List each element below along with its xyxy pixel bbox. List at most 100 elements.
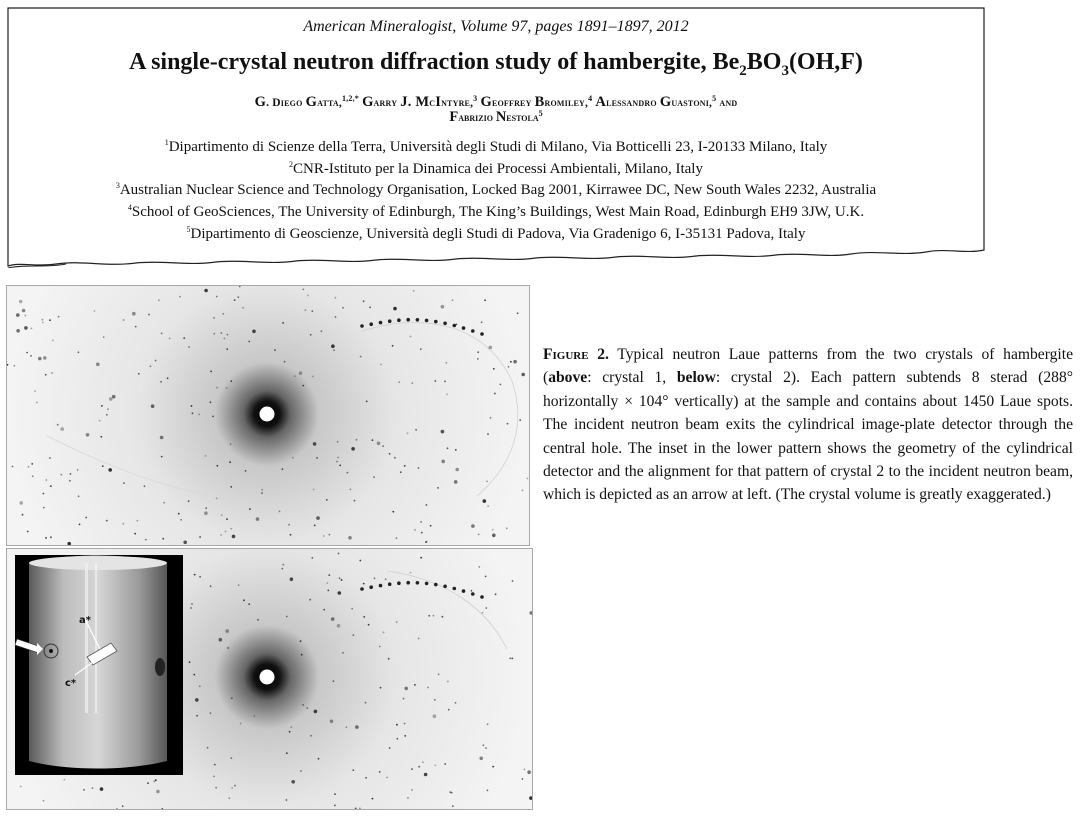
laue-spot xyxy=(365,776,367,779)
laue-spot xyxy=(204,511,208,515)
laue-spot xyxy=(415,428,417,431)
laue-spot xyxy=(334,793,336,795)
laue-spot xyxy=(282,322,284,324)
laue-spot xyxy=(249,508,251,510)
laue-spot xyxy=(309,598,312,601)
laue-spot xyxy=(440,304,445,309)
laue-spot xyxy=(302,384,305,387)
laue-spot xyxy=(229,461,232,464)
laue-spot xyxy=(195,698,199,702)
laue-spot xyxy=(355,725,359,729)
laue-spot xyxy=(373,577,376,580)
laue-spot xyxy=(63,778,66,781)
laue-spot xyxy=(220,534,223,536)
laue-spot xyxy=(121,805,124,808)
laue-spot xyxy=(215,295,218,298)
laue-spot xyxy=(226,333,229,336)
laue-spot xyxy=(406,317,411,322)
laue-spot xyxy=(480,321,483,324)
laue-spot xyxy=(24,326,28,330)
laue-spot xyxy=(45,479,48,481)
laue-spot xyxy=(396,737,399,740)
laue-spot xyxy=(226,518,228,520)
laue-spot xyxy=(352,769,355,771)
figure-label: Figure 2. xyxy=(543,346,609,363)
laue-spot xyxy=(154,359,157,362)
laue-spot xyxy=(454,449,457,451)
author-list: G. Diego Gatta,1,2,* Garry J. McIntyre,3… xyxy=(6,94,986,111)
laue-spot xyxy=(486,480,488,483)
laue-spot xyxy=(425,504,428,506)
author-mcintyre: Garry J. McIntyre,3 xyxy=(362,94,478,110)
laue-spot xyxy=(183,337,186,339)
laue-spot xyxy=(242,306,245,309)
laue-spot xyxy=(290,726,293,728)
laue-spot xyxy=(424,318,429,323)
laue-spot xyxy=(204,455,207,457)
laue-spot xyxy=(237,584,240,586)
laue-spot xyxy=(288,730,291,733)
laue-spot xyxy=(489,416,492,419)
laue-spot xyxy=(411,789,413,791)
laue-spot xyxy=(69,473,72,475)
laue-spot xyxy=(42,506,45,509)
laue-spot xyxy=(482,744,485,747)
laue-spot xyxy=(224,530,227,533)
laue-spot xyxy=(312,488,315,491)
laue-spot xyxy=(388,747,391,749)
laue-spot xyxy=(216,464,219,467)
laue-pattern-crystal-1 xyxy=(6,285,530,546)
laue-spot xyxy=(153,780,156,783)
laue-spot xyxy=(231,534,236,539)
laue-spot xyxy=(414,684,416,686)
laue-spot xyxy=(198,685,201,688)
laue-spot xyxy=(83,789,85,791)
paper-title: A single-crystal neutron diffraction stu… xyxy=(129,49,863,79)
laue-spot xyxy=(444,763,447,765)
laue-spot xyxy=(160,455,163,458)
laue-spot xyxy=(183,540,187,545)
laue-spot xyxy=(19,785,22,788)
laue-spot xyxy=(409,571,412,574)
laue-spot xyxy=(415,581,420,585)
laue-spot xyxy=(234,784,236,787)
laue-spot xyxy=(323,608,326,611)
laue-spot xyxy=(379,686,382,689)
laue-spot xyxy=(334,316,337,318)
laue-spot xyxy=(225,629,229,633)
laue-spot xyxy=(239,722,242,725)
laue-spot xyxy=(122,319,125,321)
laue-spot xyxy=(480,595,484,599)
laue-spot xyxy=(332,680,335,683)
laue-spot xyxy=(30,355,32,357)
laue-spot xyxy=(50,536,52,539)
laue-spot xyxy=(486,789,489,792)
laue-spot xyxy=(521,372,525,377)
laue-spot xyxy=(511,657,514,660)
laue-spot xyxy=(412,290,415,292)
laue-spot xyxy=(491,528,494,531)
laue-spot xyxy=(327,589,330,592)
laue-spot xyxy=(433,698,436,701)
laue-spot xyxy=(392,510,395,513)
laue-spot xyxy=(122,522,125,525)
laue-spot xyxy=(190,405,193,407)
laue-spot xyxy=(333,349,335,352)
laue-spot xyxy=(101,465,104,467)
laue-spot xyxy=(21,308,26,313)
laue-spot xyxy=(281,468,284,471)
laue-spot xyxy=(223,337,226,340)
laue-spots xyxy=(19,552,532,809)
laue-spot xyxy=(215,497,218,500)
laue-spot xyxy=(41,318,44,321)
laue-spot xyxy=(485,747,487,749)
laue-spot xyxy=(230,697,233,700)
laue-spot xyxy=(123,482,125,484)
laue-spot xyxy=(209,585,212,588)
laue-spot xyxy=(382,445,384,447)
laue-spot xyxy=(360,587,364,591)
laue-spot xyxy=(231,787,234,789)
laue-spot xyxy=(352,634,355,636)
laue-spot xyxy=(427,686,429,689)
laue-spot xyxy=(393,306,397,311)
